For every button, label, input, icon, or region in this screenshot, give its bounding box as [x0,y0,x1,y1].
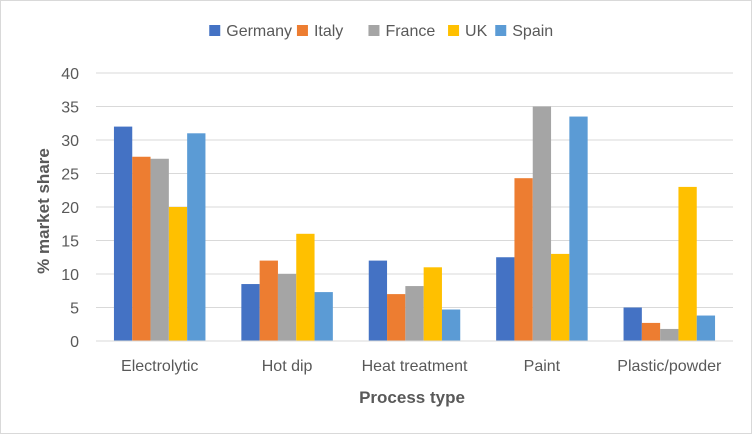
legend-label-germany: Germany [226,23,292,40]
x-tick-label: Hot dip [262,358,313,375]
bars [113,106,716,341]
y-tick-label: 35 [61,100,79,117]
bar-france-plastic-powder [660,328,679,341]
bar-germany-plastic-powder [623,307,642,341]
y-axis-title: % market share [34,148,53,274]
x-tick-label: Heat treatment [362,358,468,375]
y-tick-label: 25 [61,167,79,184]
bar-uk-hot-dip [296,233,315,341]
y-tick-label: 40 [61,66,79,83]
legend-label-france: France [385,23,435,40]
y-tick-label: 15 [61,234,79,251]
bar-germany-heat-treatment [368,260,388,341]
y-axis-ticks: 0 5 10 15 20 25 30 35 40 [61,66,79,351]
bar-france-electrolytic [150,158,169,341]
y-tick-label: 10 [61,267,79,284]
legend: Germany Italy France UK Spain [209,23,553,40]
y-tick-label: 5 [70,301,79,318]
y-tick-label: 0 [70,334,79,351]
bar-france-hot-dip [277,274,297,341]
y-tick-label: 20 [61,200,79,217]
legend-label-italy: Italy [314,23,343,40]
x-tick-label: Electrolytic [121,358,198,375]
x-axis: Electrolytic Hot dip Heat treatment Paint Pl… [96,340,733,375]
bar-spain-hot-dip [314,292,333,341]
bar-france-paint [532,106,552,341]
x-tick-label: Plastic/powder [617,358,722,375]
legend-swatch-uk [448,25,460,36]
bar-italy-paint [514,178,533,341]
legend-label-uk: UK [465,23,488,40]
bar-spain-paint [569,116,588,341]
legend-swatch-spain [495,25,507,36]
legend-label-spain: Spain [512,23,553,40]
bar-uk-plastic-powder [678,186,697,341]
bar-germany-electrolytic [113,126,133,341]
bar-germany-hot-dip [241,284,260,341]
bar-spain-electrolytic [187,133,206,341]
bar-germany-paint [496,257,515,341]
legend-swatch-germany [209,25,221,36]
x-tick-label: Paint [524,358,561,375]
bar-spain-heat-treatment [441,309,461,341]
bar-italy-hot-dip [259,260,278,341]
bar-france-heat-treatment [405,286,424,341]
bar-uk-heat-treatment [423,267,442,341]
bar-italy-heat-treatment [387,294,406,341]
legend-swatch-italy [296,25,308,36]
bar-italy-plastic-powder [641,322,661,341]
bar-italy-electrolytic [132,156,151,341]
y-tick-label: 30 [61,133,79,150]
bar-uk-paint [551,253,570,341]
x-axis-title: Process type [359,388,465,407]
bar-spain-plastic-powder [696,315,716,341]
bar-uk-electrolytic [168,207,188,341]
legend-swatch-france [368,25,380,36]
